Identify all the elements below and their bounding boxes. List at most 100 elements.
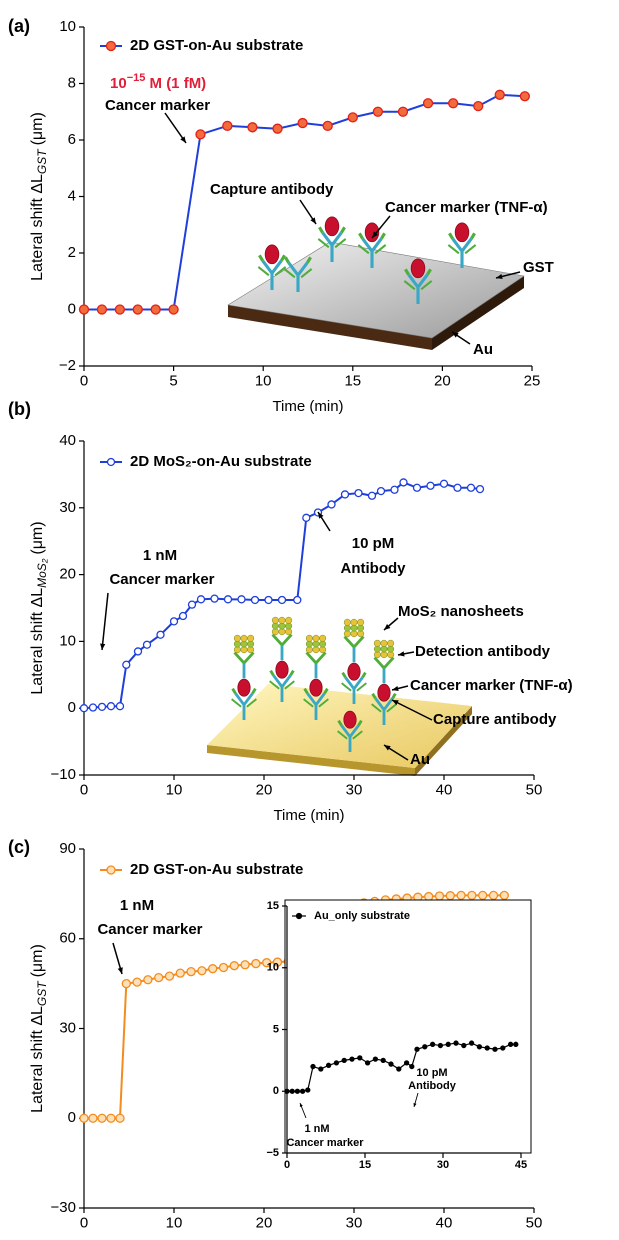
antibody-arm-outer — [269, 680, 280, 690]
data-point — [461, 1042, 467, 1049]
antibody-tip — [306, 256, 312, 264]
y-label-main: Lateral shift ΔL — [29, 174, 46, 281]
x-tick-label: 40 — [436, 781, 453, 798]
antigen — [454, 222, 470, 243]
x-axis-label: Time (min) — [272, 398, 343, 415]
data-point — [164, 971, 175, 981]
data-point — [399, 478, 408, 487]
y-axis-label: Lateral shift ΔLGST (μm) — [29, 112, 49, 281]
arrow-head — [384, 745, 391, 751]
detection-arm — [242, 651, 255, 664]
y-tick-label: −10 — [51, 766, 76, 783]
antibody-arm — [242, 692, 254, 706]
antibody-arm-outer — [231, 698, 242, 708]
data-point — [210, 594, 219, 603]
data-point — [154, 972, 164, 983]
y-tick-label: 30 — [59, 499, 76, 516]
data-point — [264, 595, 273, 605]
nanosheet — [233, 634, 241, 642]
antibody-tip — [289, 669, 295, 677]
data-point — [445, 891, 455, 901]
antibody-arm-outer — [318, 698, 329, 708]
data-point — [284, 1088, 290, 1094]
nanosheet — [305, 634, 313, 642]
gst-layer — [227, 241, 525, 339]
data-point — [519, 91, 530, 102]
annotation: Antibody — [341, 560, 407, 577]
antibody-arm-outer — [386, 703, 397, 713]
antibody — [257, 244, 287, 290]
data-point — [178, 611, 188, 621]
data-point — [251, 958, 261, 969]
nanosheet — [343, 618, 351, 626]
antibody-arm-outer — [341, 682, 352, 692]
data-point — [333, 1060, 340, 1066]
nanosheet — [240, 634, 248, 642]
data-point — [156, 630, 165, 639]
data-point — [488, 890, 499, 901]
antibody-arm — [361, 237, 374, 253]
data-point — [475, 484, 485, 494]
annotation: Au — [410, 751, 430, 768]
antibody-tip — [280, 254, 286, 262]
x-tick-label: 10 — [255, 372, 272, 389]
annotation: Cancer marker (TNF-α) — [385, 199, 548, 216]
data-point — [414, 1046, 420, 1052]
conc-exponent: −15 — [127, 72, 146, 84]
au-layer — [228, 305, 432, 350]
y-tick-label: 0 — [68, 699, 76, 716]
data-point — [500, 1045, 506, 1051]
x-tick-label: 45 — [515, 1159, 527, 1171]
data-point — [218, 962, 229, 973]
data-point — [272, 957, 283, 967]
data-point — [97, 1113, 107, 1123]
data-point — [476, 1044, 483, 1050]
antigen — [410, 258, 426, 279]
data-point — [340, 490, 350, 499]
nanosheet — [319, 634, 327, 642]
annotation: Cancer marker — [109, 571, 214, 588]
y-label-main: Lateral shift ΔL — [29, 1006, 46, 1113]
y-tick-label: 0 — [68, 300, 76, 317]
nanosheet — [285, 616, 293, 624]
x-tick-label: 40 — [436, 1214, 453, 1231]
y-label-unit: (μm) — [29, 521, 46, 554]
data-point — [492, 1046, 498, 1052]
data-point — [143, 975, 153, 985]
antibody-tip — [318, 226, 324, 234]
antibody — [357, 222, 387, 268]
data-point — [229, 961, 239, 971]
y-tick-label: 40 — [59, 432, 76, 449]
data-point — [478, 890, 488, 901]
antibody-tip — [251, 687, 257, 695]
y-label-main: Lateral shift ΔL — [29, 588, 46, 695]
data-point — [114, 304, 125, 315]
data-point — [195, 129, 206, 140]
antibody-arm — [261, 259, 274, 275]
annotation: Cancer marker — [105, 97, 210, 114]
data-point — [294, 1088, 301, 1094]
y-tick-label: 8 — [68, 74, 76, 91]
antibody-arm-outer — [337, 730, 348, 740]
y-tick-label: 90 — [59, 840, 76, 857]
data-point — [272, 123, 283, 134]
arrow-head — [392, 700, 399, 706]
data-point — [293, 595, 302, 605]
data-point — [467, 890, 477, 901]
antibody-arm-outer — [257, 266, 270, 277]
antigen — [347, 662, 361, 681]
legend-label: Au_only substrate — [314, 910, 410, 922]
data-point — [380, 1057, 386, 1064]
annotation: 1 nM — [304, 1123, 329, 1135]
antibody-arm — [451, 237, 464, 253]
legend-marker — [106, 865, 116, 875]
arrow-head — [299, 1103, 303, 1108]
annotation: MoS₂ nanosheets — [398, 603, 524, 620]
y-axis-label: Lateral shift ΔLMoS₂ (μm) — [29, 521, 49, 694]
antigen — [237, 678, 251, 697]
antibody-arm-outer — [356, 682, 367, 692]
antibody-arm-outer — [371, 703, 382, 713]
antibody-tip — [303, 687, 309, 695]
antibody-arm — [340, 724, 352, 738]
